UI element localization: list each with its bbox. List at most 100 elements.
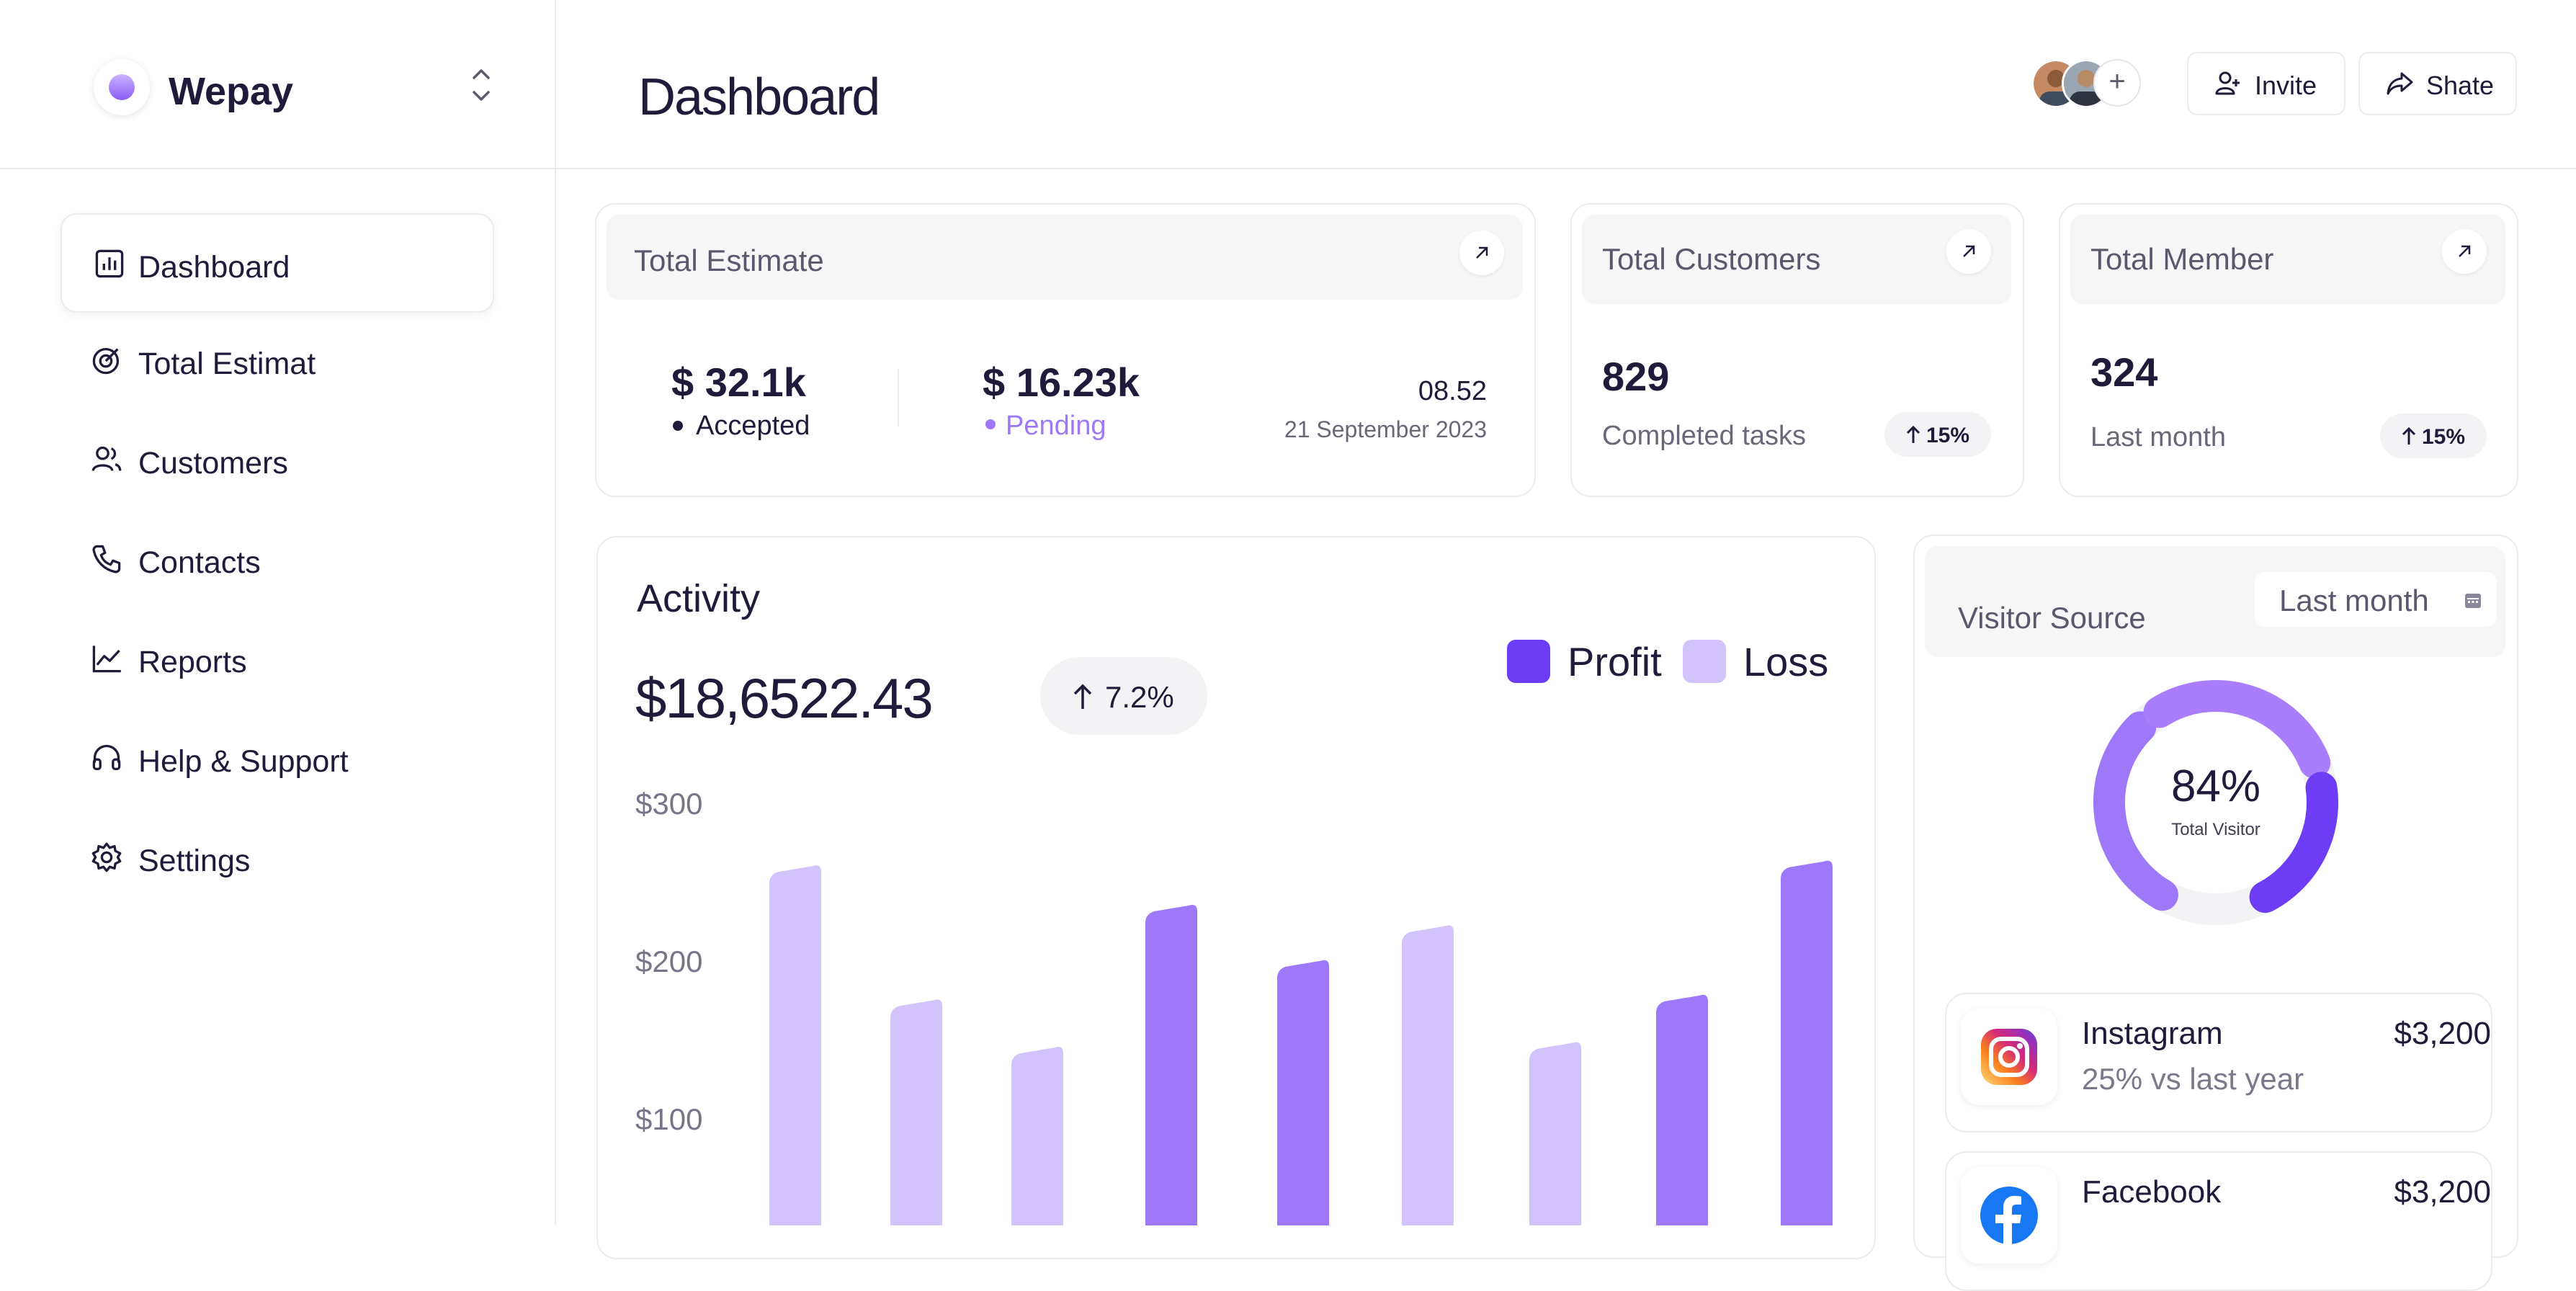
open-total-customers-button[interactable] bbox=[1946, 229, 1991, 274]
estimate-date: 21 September 2023 bbox=[1284, 416, 1487, 442]
target-icon bbox=[92, 347, 120, 375]
source-item-instagram[interactable]: Instagram 25% vs last year $3,200 bbox=[1945, 993, 2492, 1133]
source-name: Facebook bbox=[2082, 1174, 2222, 1210]
members-value: 324 bbox=[2090, 349, 2158, 395]
sidebar-item-label: Help & Support bbox=[138, 744, 349, 779]
share-label: Shate bbox=[2426, 71, 2495, 100]
legend-profit-label: Profit bbox=[1567, 639, 1662, 684]
source-sub: 25% vs last year bbox=[2082, 1062, 2304, 1096]
estimate-time: 08.52 bbox=[1418, 376, 1487, 406]
arrow-up-right-icon bbox=[2459, 245, 2471, 257]
users-icon bbox=[91, 446, 122, 471]
page-title: Dashboard bbox=[638, 68, 880, 126]
top-bar bbox=[555, 0, 2576, 169]
source-value: $3,200 bbox=[2394, 1016, 2491, 1051]
visitor-donut-chart bbox=[2093, 680, 2338, 925]
change-badge: 15% bbox=[2380, 414, 2487, 458]
wepay-logo bbox=[94, 59, 150, 115]
share-button[interactable]: Shate bbox=[2358, 52, 2517, 115]
chart-bar-loss bbox=[890, 999, 942, 1225]
customers-value: 829 bbox=[1602, 354, 1670, 399]
y-tick-label: $100 bbox=[635, 1102, 703, 1136]
source-value: $3,200 bbox=[2394, 1174, 2491, 1210]
period-select[interactable]: Last month bbox=[2255, 572, 2497, 627]
sidebar-item-contacts[interactable]: Contacts bbox=[61, 512, 491, 608]
sidebar-item-label: Contacts bbox=[138, 545, 261, 580]
pending-value: $ 16.23k bbox=[983, 359, 1140, 405]
source-item-facebook[interactable]: Facebook $3,200 bbox=[1945, 1151, 2492, 1291]
add-member-button[interactable]: + bbox=[2093, 59, 2141, 107]
user-plus-icon bbox=[2215, 71, 2240, 95]
facebook-icon bbox=[1980, 1187, 2038, 1245]
instagram-icon-box bbox=[1961, 1009, 2057, 1105]
change-badge: 15% bbox=[1884, 412, 1991, 457]
legend-loss-swatch bbox=[1683, 640, 1726, 683]
activity-change-value: 7.2% bbox=[1105, 680, 1174, 714]
donut-segment bbox=[2249, 772, 2338, 913]
sidebar-item-settings[interactable]: Settings bbox=[61, 810, 491, 906]
open-total-member-button[interactable] bbox=[2442, 229, 2487, 274]
chart-bar-loss bbox=[1011, 1047, 1063, 1225]
sidebar-item-total-estimat[interactable]: Total Estimat bbox=[61, 313, 491, 409]
arrow-up-right-icon bbox=[1963, 245, 1975, 257]
open-total-estimate-button[interactable] bbox=[1459, 231, 1504, 275]
chart-bar-profit bbox=[1277, 960, 1329, 1225]
accepted-value: $ 32.1k bbox=[671, 359, 806, 405]
card-title: Total Customers bbox=[1602, 242, 1821, 276]
invite-label: Invite bbox=[2255, 71, 2317, 100]
sidebar-item-label: Dashboard bbox=[138, 250, 290, 285]
accepted-label: Accepted bbox=[696, 411, 810, 441]
card-header: Total Estimate bbox=[607, 215, 1523, 300]
activity-change-badge: 7.2% bbox=[1040, 657, 1207, 735]
source-name: Instagram bbox=[2082, 1016, 2223, 1051]
y-tick-label: $300 bbox=[635, 787, 703, 821]
brand-name: Wepay bbox=[169, 70, 294, 113]
trend-line-icon bbox=[92, 646, 121, 673]
sidebar-item-dashboard[interactable]: Dashboard bbox=[61, 213, 494, 313]
card-header: Total Member bbox=[2070, 215, 2505, 304]
pending-dot bbox=[985, 419, 996, 429]
card-title: Visitor Source bbox=[1958, 601, 2146, 635]
customers-caption: Completed tasks bbox=[1602, 421, 1807, 451]
period-select-value: Last month bbox=[2279, 584, 2429, 617]
chevron-up-down-icon[interactable] bbox=[467, 65, 496, 105]
facebook-icon-box bbox=[1961, 1167, 2057, 1264]
calendar-icon bbox=[2465, 594, 2481, 608]
phone-icon bbox=[92, 545, 121, 573]
chart-bar-profit bbox=[1656, 994, 1708, 1225]
legend-loss-label: Loss bbox=[1743, 639, 1829, 684]
arrow-up-icon bbox=[2402, 426, 2416, 445]
chart-bar-loss bbox=[1529, 1042, 1581, 1225]
activity-bar-chart bbox=[769, 860, 1833, 1225]
donut-segment bbox=[2093, 711, 2178, 911]
donut-percent: 84% bbox=[2170, 761, 2261, 811]
card-title: Total Estimate bbox=[634, 244, 824, 277]
chart-bar-profit bbox=[1781, 860, 1833, 1225]
bar-chart-icon bbox=[95, 249, 124, 278]
sidebar-item-label: Settings bbox=[138, 844, 251, 878]
pending-label: Pending bbox=[1006, 411, 1106, 441]
chart-bar-profit bbox=[1145, 905, 1197, 1225]
instagram-icon bbox=[1981, 1029, 2037, 1085]
total-estimate-card: Total Estimate $ 32.1k Accepted $ 16.23k… bbox=[595, 203, 1536, 497]
sidebar-item-reports[interactable]: Reports bbox=[61, 611, 491, 707]
gear-icon bbox=[91, 842, 122, 872]
arrow-up-icon bbox=[1073, 684, 1092, 709]
chart-bar-loss bbox=[1402, 925, 1454, 1225]
legend-profit-swatch bbox=[1507, 640, 1550, 683]
change-value: 15% bbox=[2422, 425, 2466, 449]
change-value: 15% bbox=[1926, 424, 1970, 447]
card-header: Total Customers bbox=[1582, 215, 2011, 304]
activity-title: Activity bbox=[637, 577, 761, 620]
sidebar-item-help-support[interactable]: Help & Support bbox=[61, 710, 491, 807]
sidebar-item-customers[interactable]: Customers bbox=[61, 412, 491, 509]
donut-segment bbox=[2143, 680, 2331, 779]
invite-button[interactable]: Invite bbox=[2187, 52, 2345, 115]
sidebar: Wepay Dashboard Total Estimat Custom bbox=[0, 0, 556, 1225]
arrow-up-right-icon bbox=[1476, 246, 1488, 259]
activity-amount: $18,6522.43 bbox=[635, 666, 934, 730]
y-tick-label: $200 bbox=[635, 944, 703, 978]
accepted-dot bbox=[673, 421, 683, 431]
sidebar-item-label: Total Estimat bbox=[138, 347, 316, 381]
members-caption: Last month bbox=[2090, 422, 2226, 452]
